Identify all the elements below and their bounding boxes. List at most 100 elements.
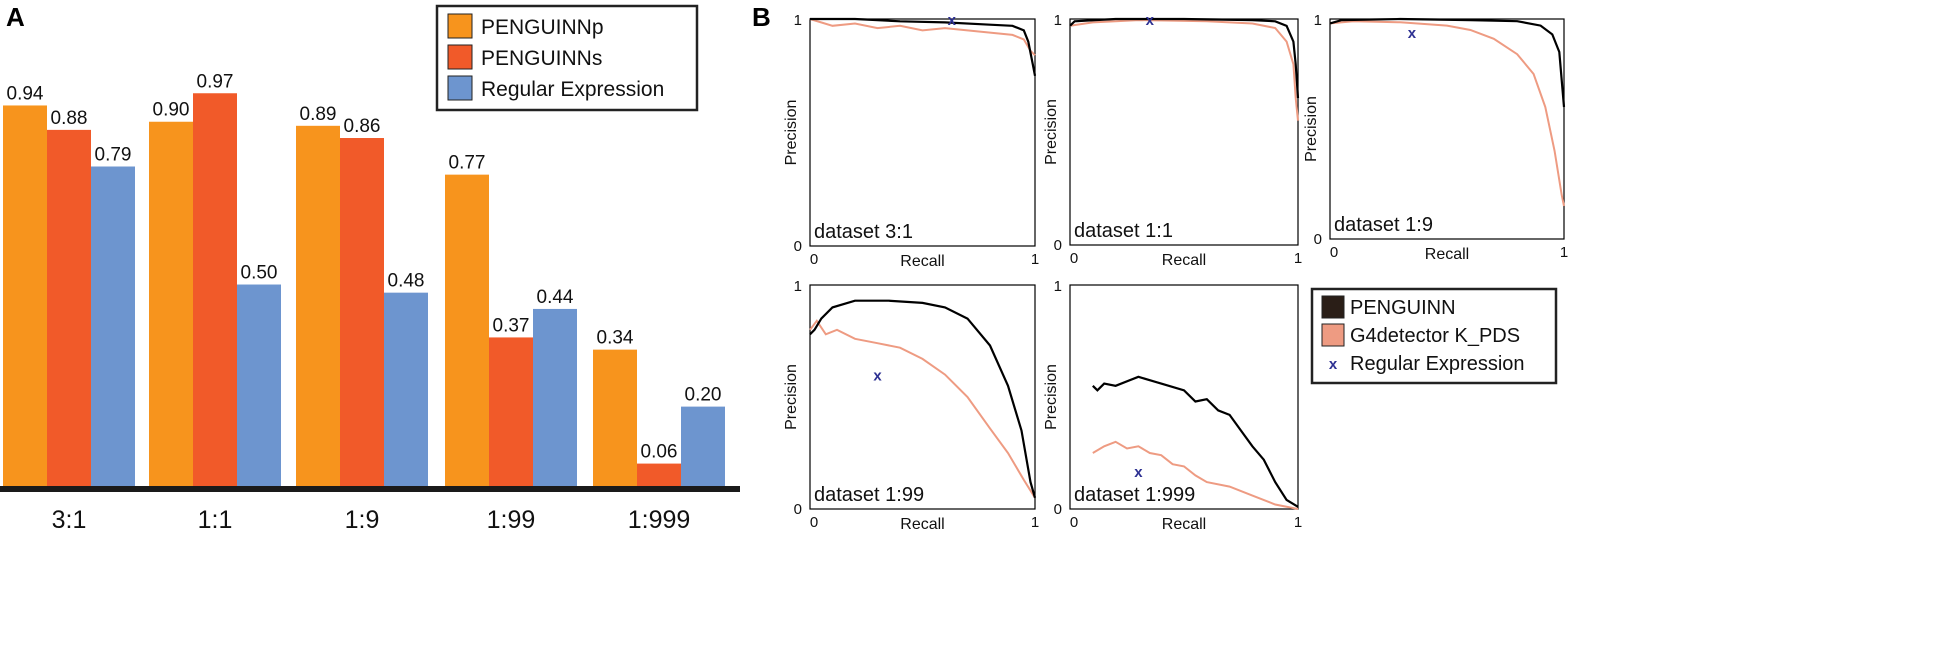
legend-label: PENGUINNs	[481, 47, 602, 70]
legend-swatch	[447, 44, 473, 70]
pr-plot-frame	[809, 18, 1036, 247]
bar-value-label: 0.90	[153, 100, 190, 121]
dataset-title: dataset 1:1	[1074, 220, 1173, 242]
y-tick-one: 1	[1054, 278, 1062, 295]
x-tick-one: 1	[1031, 251, 1039, 268]
bar-value-label: 0.97	[197, 71, 234, 92]
bar-value-label: 0.50	[241, 263, 278, 284]
x-tick-label: 1:9	[345, 506, 380, 534]
pr-legend-label: G4detector K_PDS	[1350, 325, 1520, 347]
bar-value-label: 0.20	[685, 385, 722, 406]
bar-PENGUINNp-3:1	[3, 105, 47, 488]
y-tick-zero: 0	[794, 238, 802, 255]
bar-legend-box	[435, 4, 699, 112]
bar-PENGUINNs-3:1	[47, 129, 91, 488]
bar-PENGUINNp-1:9	[296, 125, 340, 489]
pr-legend-swatch	[1321, 323, 1345, 347]
bar-Regular Expression-1:1	[237, 284, 281, 488]
pr-subplot-2: x dataset 1:1 1 00 1 Recall Precision	[1043, 12, 1302, 269]
regex-marker: x	[1134, 464, 1143, 481]
bar-value-label: 0.89	[300, 104, 337, 125]
y-tick-zero: 0	[1054, 237, 1062, 254]
bar-value-label: 0.94	[7, 83, 44, 104]
pr-legend-swatch	[1321, 295, 1345, 319]
regex-marker: x	[1146, 12, 1155, 29]
penguinn-curve	[810, 17, 1037, 77]
pr-plot-frame	[1329, 18, 1565, 240]
y-tick-zero: 0	[1314, 231, 1322, 248]
bar-value-label: 0.44	[537, 287, 574, 308]
x-tick-label: 1:1	[198, 506, 233, 534]
bar-PENGUINNs-1:9	[340, 138, 384, 488]
bar-value-label: 0.79	[95, 145, 132, 166]
x-tick-one: 1	[1294, 250, 1302, 267]
dataset-title: dataset 1:99	[814, 484, 924, 506]
pr-plot-frame	[1069, 284, 1299, 510]
x-tick-zero: 0	[1070, 250, 1078, 267]
y-axis-label: Precision	[783, 100, 800, 166]
bar-Regular Expression-3:1	[91, 166, 135, 489]
bar-Regular Expression-1:9	[384, 292, 428, 488]
x-axis-label: Recall	[1425, 246, 1469, 263]
y-axis-label: Precision	[1043, 364, 1060, 430]
bar-PENGUINNs-1:999	[637, 463, 681, 488]
g4detector-curve	[809, 319, 1036, 499]
bar-PENGUINNs-1:1	[193, 93, 237, 489]
panel-a-label: A	[6, 2, 25, 32]
x-axis-label: Recall	[900, 253, 944, 270]
x-tick-label: 1:999	[628, 506, 691, 534]
pr-plot-frame	[809, 284, 1036, 510]
pr-subplot-4: x dataset 1:99 1 00 1 Recall Precision	[783, 278, 1039, 533]
pr-legend-label: Regular Expression	[1350, 353, 1525, 375]
penguinn-curve	[1329, 17, 1566, 108]
bar-chart: 0.94 0.88 0.79 3:1 0.90 0.97 0.50 1:1 0.89 0.86 0.…	[0, 4, 740, 534]
legend-swatch	[447, 13, 473, 39]
pr-legend-marker: x	[1329, 356, 1338, 373]
x-tick-zero: 0	[810, 251, 818, 268]
x-axis-line	[0, 486, 740, 492]
bar-value-label: 0.86	[344, 116, 381, 137]
bar-legend: PENGUINNp PENGUINNs Regular Expression	[435, 4, 699, 112]
bar-value-label: 0.06	[641, 442, 678, 463]
g4detector-curve	[1069, 19, 1299, 121]
bar-PENGUINNp-1:999	[593, 349, 637, 488]
legend-label: PENGUINNp	[481, 16, 604, 39]
bar-value-label: 0.48	[388, 271, 425, 292]
pr-subplot-5: x dataset 1:999 1 00 1 Recall Precision	[1043, 278, 1302, 533]
x-tick-zero: 0	[1070, 514, 1078, 531]
regex-marker: x	[873, 368, 882, 385]
bar-value-label: 0.88	[51, 108, 88, 129]
pr-subplot-1: x dataset 3:1 1 00 1 Recall Precision	[783, 12, 1039, 270]
x-tick-zero: 0	[810, 514, 818, 531]
pr-legend-label: PENGUINN	[1350, 297, 1456, 319]
x-tick-zero: 0	[1330, 244, 1338, 261]
penguinn-curve	[809, 299, 1037, 499]
y-tick-one: 1	[794, 278, 802, 295]
bar-Regular Expression-1:99	[533, 308, 577, 488]
bar-PENGUINNs-1:99	[489, 337, 533, 488]
bar-PENGUINNp-1:99	[445, 174, 489, 488]
g4detector-curve	[809, 18, 1036, 57]
g4detector-curve	[1329, 20, 1565, 207]
y-tick-one: 1	[794, 12, 802, 29]
x-axis-label: Recall	[1162, 516, 1206, 533]
legend-label: Regular Expression	[481, 78, 664, 101]
g4detector-curve	[1092, 440, 1299, 510]
penguinn-curve	[1092, 375, 1299, 508]
regex-marker: x	[948, 12, 957, 29]
penguinn-curve	[1069, 17, 1300, 99]
y-tick-zero: 0	[794, 501, 802, 518]
bar-value-label: 0.34	[597, 328, 634, 349]
pr-legend-box	[1310, 287, 1558, 385]
x-axis-label: Recall	[1162, 252, 1206, 269]
x-axis-label: Recall	[900, 516, 944, 533]
y-tick-one: 1	[1054, 12, 1062, 29]
y-axis-label: Precision	[1043, 99, 1060, 165]
panel-b-label: B	[752, 2, 771, 32]
bar-value-label: 0.77	[449, 153, 486, 174]
x-tick-one: 1	[1031, 514, 1039, 531]
bar-value-label: 0.37	[493, 315, 530, 336]
